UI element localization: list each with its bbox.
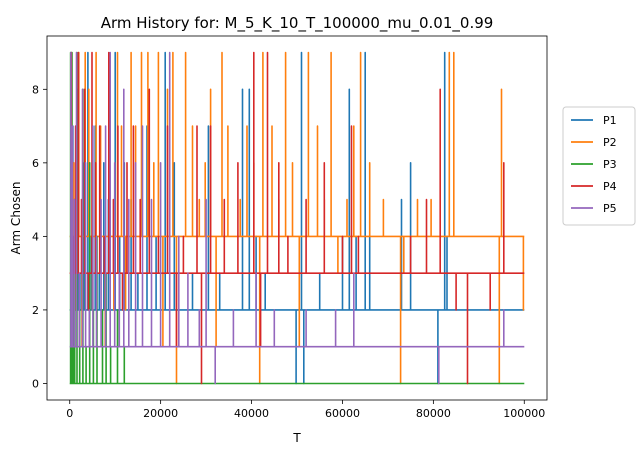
x-axis-label: T — [292, 431, 301, 445]
legend-label-p5: P5 — [603, 202, 617, 215]
x-tick-label: 20000 — [143, 407, 178, 420]
legend-label-p4: P4 — [603, 180, 617, 193]
legend-label-p3: P3 — [603, 158, 617, 171]
x-tick-label: 100000 — [503, 407, 545, 420]
x-tick-label: 80000 — [416, 407, 451, 420]
legend: P1 P2 P3 P4 P5 — [562, 106, 636, 226]
y-tick-label: 2 — [32, 304, 39, 317]
y-tick-label: 6 — [32, 157, 39, 170]
x-axis: 0 20000 40000 60000 80000 100000 — [66, 400, 545, 420]
plot-border — [46, 35, 548, 401]
series-layer — [69, 51, 525, 385]
legend-label-p1: P1 — [603, 114, 617, 127]
y-tick-label: 4 — [32, 230, 39, 243]
chart-title: Arm History for: M_5_K_10_T_100000_mu_0.… — [101, 14, 494, 33]
y-axis-label: Arm Chosen — [9, 181, 23, 254]
y-tick-label: 0 — [32, 377, 39, 390]
legend-label-p2: P2 — [603, 136, 617, 149]
x-tick-label: 40000 — [234, 407, 269, 420]
x-tick-label: 60000 — [325, 407, 360, 420]
y-tick-label: 8 — [32, 83, 39, 96]
series-line-p3 — [69, 51, 525, 385]
x-tick-label: 0 — [66, 407, 73, 420]
series-line-p4 — [69, 51, 525, 385]
series-line-p5 — [69, 51, 525, 385]
y-axis: 0 2 4 6 8 — [32, 83, 47, 390]
legend-frame — [562, 106, 636, 226]
